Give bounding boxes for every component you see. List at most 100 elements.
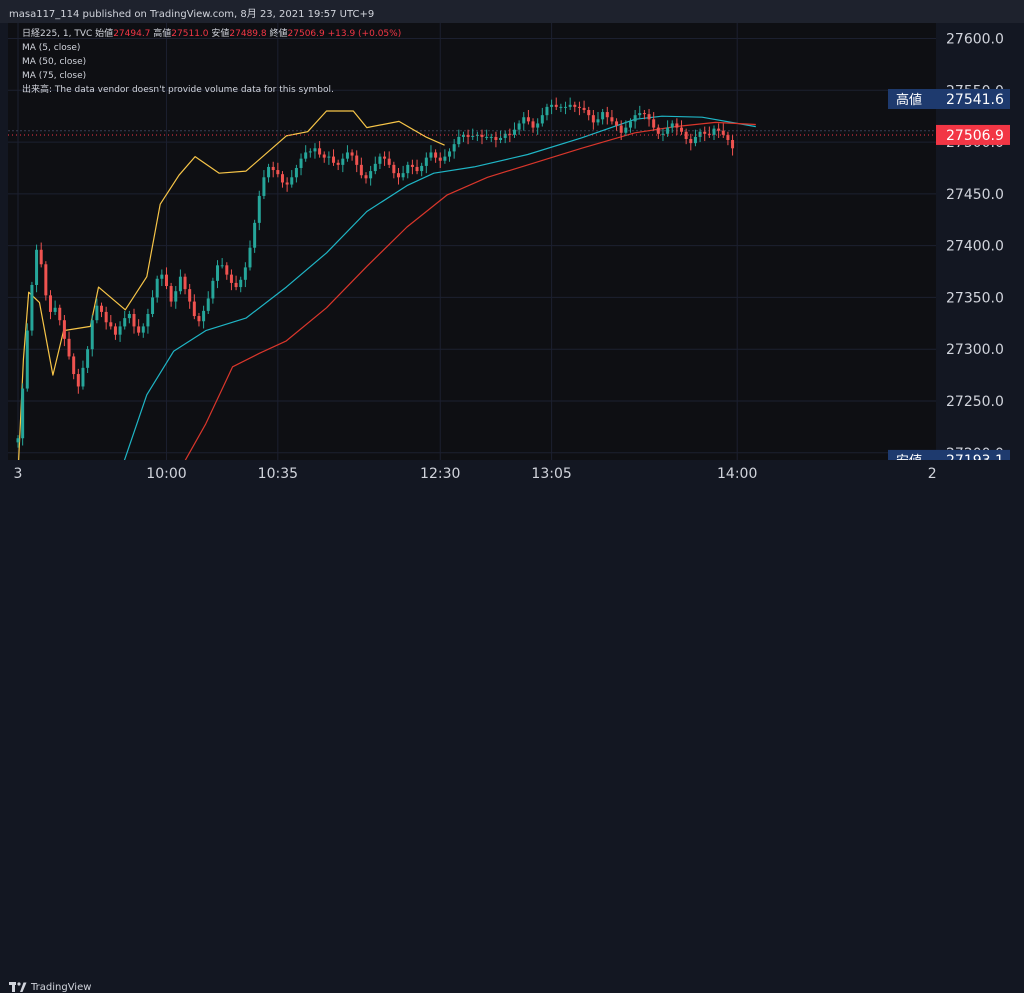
candle-body: [550, 104, 554, 107]
candle-body: [350, 152, 354, 156]
candle-body: [118, 326, 122, 335]
ma-line-1: [18, 110, 445, 460]
candle-body: [183, 276, 187, 290]
legend-ma75[interactable]: MA (75, close): [22, 71, 87, 81]
legend-ma50[interactable]: MA (50, close): [22, 57, 87, 67]
time-axis[interactable]: 3 10:00 10:35 12:30 13:05 14:00 24: [8, 460, 936, 486]
ma-line-2: [123, 115, 756, 460]
chart-area[interactable]: 高値安値 日経225, 1, TVC 始値27494.7 高値27511.0 安…: [8, 23, 936, 460]
candle-body: [225, 265, 229, 275]
candle-body: [308, 151, 312, 153]
candle-body: [633, 115, 637, 122]
candle-body: [304, 152, 308, 159]
candle-body: [294, 167, 298, 178]
price-tick-label: 27350.0: [946, 290, 1004, 306]
candle-body: [596, 119, 600, 123]
candle-body: [512, 129, 516, 135]
candle-body: [299, 158, 303, 168]
candle-body: [104, 311, 108, 323]
candle-body: [220, 265, 224, 267]
candle-body: [53, 307, 57, 312]
legend-volume-note: 出来高: The data vendor doesn't provide vol…: [22, 85, 334, 95]
time-tick-label: 12:30: [420, 466, 460, 482]
publish-line: masa117_114 published on TradingView.com…: [9, 9, 375, 20]
candle-body: [684, 131, 688, 139]
candle-body: [494, 136, 498, 141]
tradingview-logo-icon: [9, 982, 27, 992]
candle-body: [188, 289, 192, 302]
legend-change: +13.9 (+0.05%): [327, 29, 402, 39]
candle-body: [587, 109, 591, 116]
candle-body: [95, 305, 99, 321]
candle-body: [313, 148, 317, 152]
candle-body: [30, 284, 34, 331]
candle-body: [378, 156, 382, 164]
candle-body: [568, 104, 572, 107]
candle-body: [642, 113, 646, 115]
candle-body: [174, 291, 178, 302]
candle-body: [577, 106, 581, 108]
candle-body: [605, 112, 609, 118]
candle-body: [81, 367, 85, 387]
candle-body: [216, 265, 220, 281]
candle-body: [475, 134, 479, 136]
candle-body: [410, 164, 414, 167]
candle-body: [21, 388, 25, 439]
candle-body: [267, 166, 271, 178]
candle-body: [717, 128, 721, 131]
legend-ma5[interactable]: MA (5, close): [22, 43, 81, 53]
candle-body: [355, 155, 359, 165]
candle-body: [239, 279, 243, 288]
high-badge: 27541.6: [936, 89, 1010, 110]
candle-body: [332, 156, 336, 163]
candle-body: [531, 121, 535, 128]
tradingview-brand-label: TradingView: [31, 982, 92, 993]
candle-body: [461, 134, 465, 137]
candle-body: [169, 286, 173, 302]
candle-body: [615, 121, 619, 126]
price-axis[interactable]: 27600.027550.027500.027450.027400.027350…: [936, 23, 1024, 460]
candle-body: [345, 152, 349, 159]
candle-body: [721, 130, 725, 135]
candle-body: [62, 320, 66, 339]
candle-body: [448, 151, 452, 157]
candle-body: [480, 134, 484, 137]
price-chart[interactable]: 高値安値: [8, 23, 936, 460]
candle-body: [434, 152, 438, 158]
candle-body: [262, 177, 266, 196]
candle-body: [164, 274, 168, 287]
candle-body: [526, 117, 530, 122]
low-badge-label-bg: [888, 449, 936, 460]
candle-body: [137, 326, 141, 333]
candle-body: [387, 158, 391, 165]
legend-low-label: 安値: [211, 29, 230, 39]
candle-body: [661, 133, 665, 135]
candle-body: [322, 154, 326, 158]
candle-body: [369, 171, 373, 179]
candle-body: [559, 106, 563, 108]
time-tick-label: 3: [14, 466, 23, 482]
candle-body: [16, 438, 20, 443]
candle-body: [429, 152, 433, 158]
legend-open-value: 27494.7: [113, 29, 151, 39]
candle-body: [619, 125, 623, 133]
candle-body: [90, 320, 94, 350]
candle-body: [141, 326, 145, 333]
candle-body: [628, 121, 632, 128]
candle-body: [485, 136, 489, 138]
tradingview-brand[interactable]: TradingView: [9, 982, 91, 993]
candle-body: [457, 136, 461, 145]
candle-body: [276, 170, 280, 175]
candle-body: [712, 128, 716, 135]
legend-low-value: 27489.8: [229, 29, 267, 39]
candle-body: [726, 134, 730, 141]
legend-close-label: 終値: [269, 29, 288, 39]
high-badge-bg: [936, 89, 1010, 110]
candle-body: [452, 144, 456, 152]
candle-body: [443, 156, 447, 161]
candle-body: [229, 274, 233, 283]
time-axis-labels: 3 10:00 10:35 12:30 13:05 14:00 24: [14, 466, 936, 482]
candle-body: [39, 249, 43, 265]
candle-body: [652, 119, 656, 128]
legend-symbol: 日経225, 1, TVC: [22, 29, 93, 39]
